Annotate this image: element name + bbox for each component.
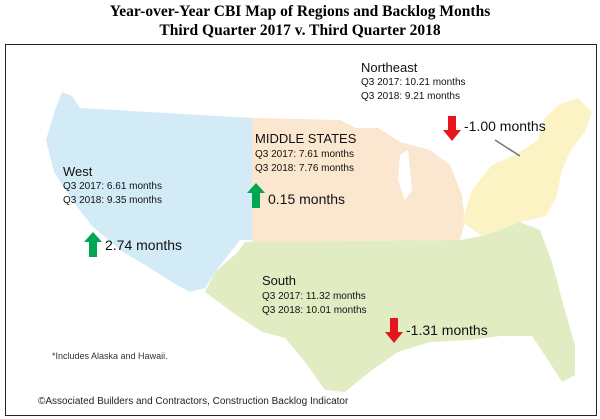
map-frame [5, 44, 597, 416]
northeast-name: Northeast [361, 60, 418, 75]
middle-q3-2018: Q3 2018: 7.76 months [255, 163, 354, 174]
south-change: -1.31 months [406, 322, 488, 338]
west-change: 2.74 months [105, 237, 183, 253]
west-q3-2018: Q3 2018: 9.35 months [63, 195, 162, 206]
region-northeast [462, 98, 592, 236]
region-west [46, 92, 252, 292]
middle-change: 0.15 months [268, 191, 346, 207]
region-middle-states [252, 118, 465, 242]
northeast-change: -1.00 months [464, 118, 546, 134]
northeast-q3-2018: Q3 2018: 9.21 months [361, 91, 460, 102]
region-south [205, 222, 575, 392]
great-lakes [395, 122, 520, 200]
south-q3-2017: Q3 2017: 11.32 months [262, 291, 366, 302]
west-q3-2017: Q3 2017: 6.61 months [63, 181, 162, 192]
south-q3-2018: Q3 2018: 10.01 months [262, 305, 367, 316]
west-name: West [63, 164, 93, 179]
footnote: *Includes Alaska and Hawaii. [52, 351, 168, 361]
middle-name: MIDDLE STATES [255, 131, 357, 146]
copyright: ©Associated Builders and Contractors, Co… [38, 396, 349, 407]
south-name: South [262, 273, 296, 288]
pointer-line [494, 139, 521, 157]
title-line-2: Third Quarter 2017 v. Third Quarter 2018 [159, 22, 441, 39]
northeast-q3-2017: Q3 2017: 10.21 months [361, 77, 466, 88]
title-line-1: Year-over-Year CBI Map of Regions and Ba… [109, 3, 491, 20]
middle-q3-2017: Q3 2017: 7.61 months [255, 149, 354, 160]
